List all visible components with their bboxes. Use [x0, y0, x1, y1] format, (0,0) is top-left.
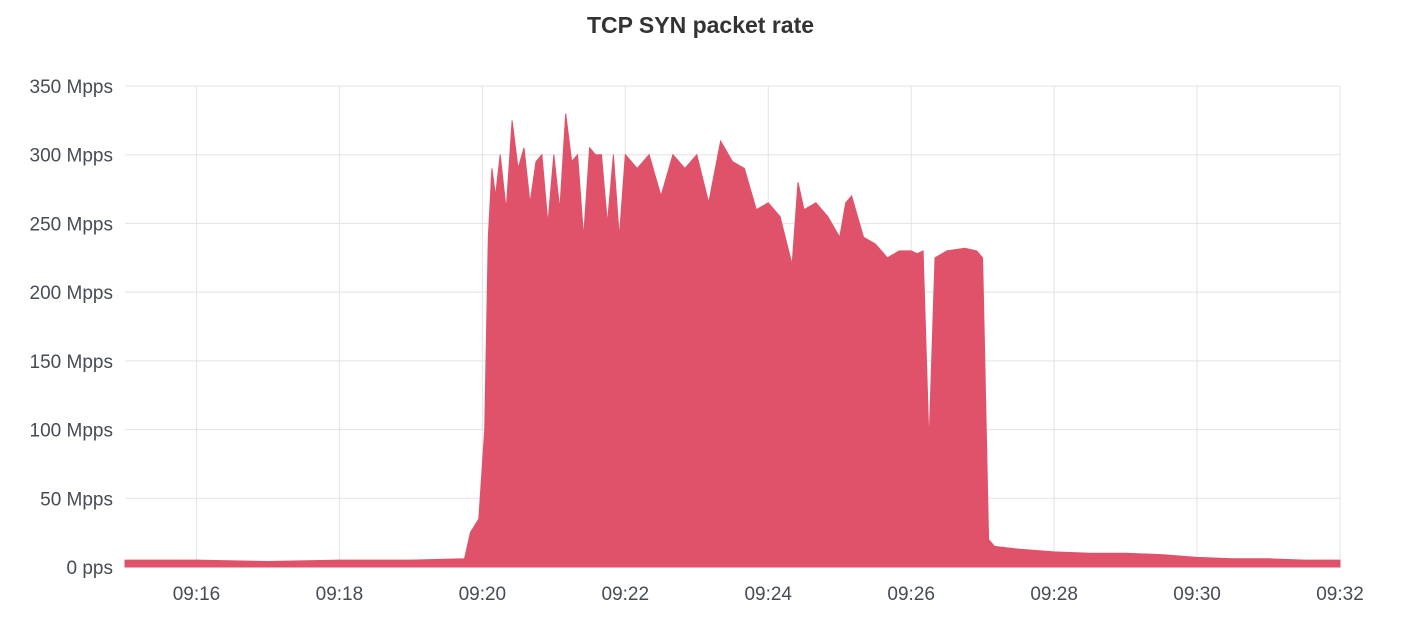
- x-tick-label: 09:18: [316, 584, 364, 605]
- y-tick-label: 0 pps: [67, 558, 113, 579]
- y-tick-label: 50 Mpps: [40, 489, 113, 510]
- y-tick-label: 350 Mpps: [30, 77, 113, 98]
- x-tick-label: 09:32: [1316, 584, 1364, 605]
- x-tick-label: 09:22: [602, 584, 650, 605]
- area-layer: [124, 113, 1341, 568]
- chart-title: TCP SYN packet rate: [586, 12, 815, 38]
- y-tick-label: 250 Mpps: [30, 214, 113, 235]
- x-tick-label: 09:28: [1030, 584, 1078, 605]
- x-tick-label: 09:26: [887, 584, 935, 605]
- y-tick-label: 100 Mpps: [30, 421, 113, 442]
- x-tick-label: 09:16: [173, 584, 221, 605]
- x-axis: 09:16 09:18 09:20 09:22 09:24 09:26 09:28 09:30…: [173, 584, 1364, 605]
- y-tick-label: 200 Mpps: [30, 283, 113, 304]
- x-tick-label: 09:24: [744, 584, 792, 605]
- x-tick-label: 09:20: [459, 584, 507, 605]
- syn-rate-area-series: [124, 113, 1341, 568]
- y-axis: 0 pps 50 Mpps 100 Mpps 150 Mpps 200 Mpps 250 …: [30, 77, 113, 579]
- y-tick-label: 150 Mpps: [30, 352, 113, 373]
- x-tick-label: 09:30: [1173, 584, 1221, 605]
- y-tick-label: 300 Mpps: [30, 146, 113, 167]
